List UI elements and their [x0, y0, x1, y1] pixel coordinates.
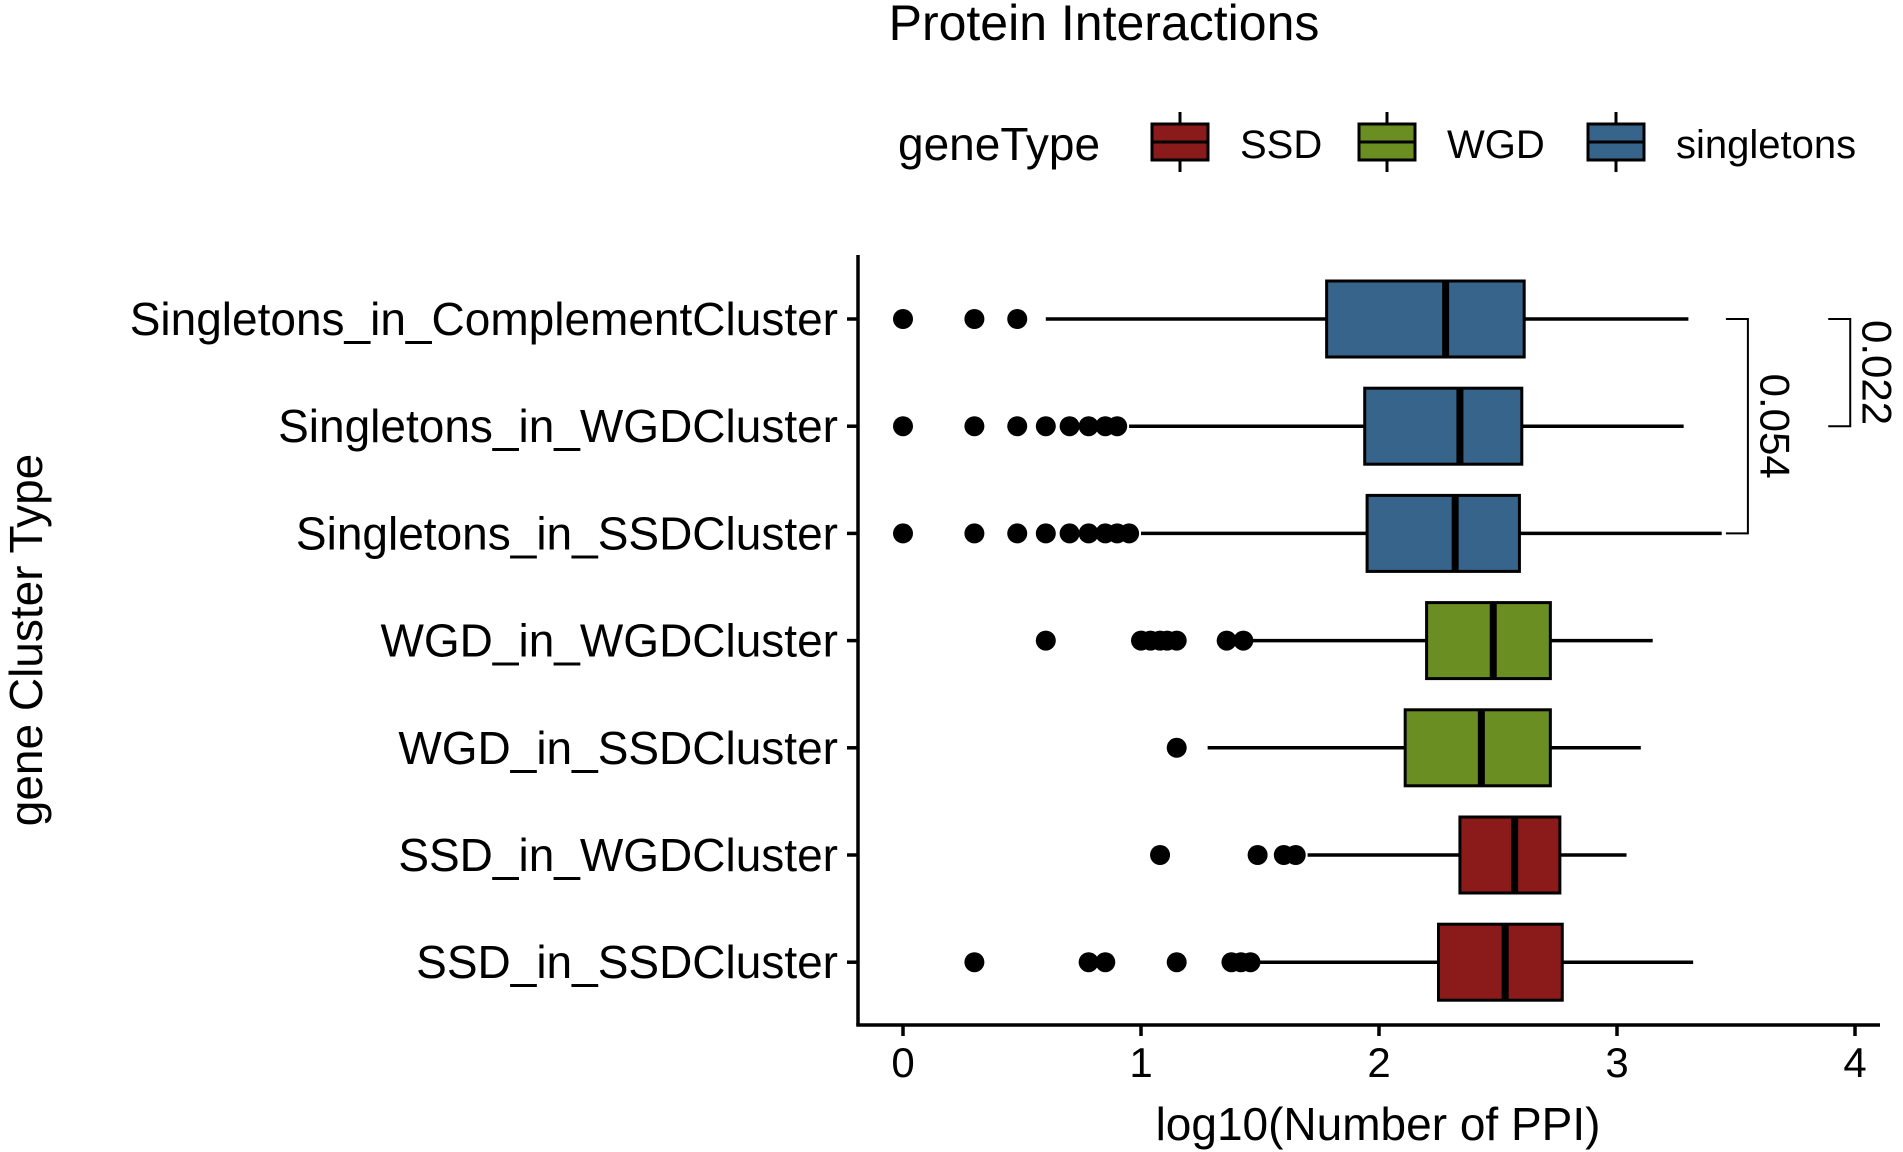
x-axis-title: log10(Number of PPI)	[1156, 1098, 1601, 1150]
outlier-point	[1007, 309, 1028, 329]
x-tick-label-1: 1	[1129, 1039, 1152, 1086]
outlier-point	[964, 416, 985, 437]
legend-label-ssd: SSD	[1240, 123, 1322, 167]
iqr-box	[1458, 815, 1562, 895]
outlier-point	[1059, 523, 1080, 544]
x-axis: 0 1 2 3 4	[856, 1023, 1880, 1086]
outlier-point	[1035, 416, 1056, 437]
outlier-point	[1285, 845, 1306, 865]
x-tick-label-4: 4	[1843, 1039, 1866, 1086]
outlier-point	[1107, 416, 1128, 437]
outlier-point	[1078, 523, 1099, 544]
outlier-point	[1007, 523, 1028, 544]
outlier-point	[1240, 952, 1261, 973]
outlier-point	[1035, 630, 1056, 651]
y-tick-label-ssd-in-ssdcluster: SSD_in_SSDCluster	[416, 936, 838, 988]
outlier-point	[1007, 416, 1028, 437]
outlier-point	[1095, 952, 1116, 973]
y-axis-title: gene Cluster Type	[0, 454, 52, 827]
bracket-line	[1725, 318, 1749, 535]
outlier-point	[1119, 523, 1140, 544]
y-tick-label-wgd-in-wgdcluster: WGD_in_WGDCluster	[380, 615, 838, 667]
outlier-point	[1166, 630, 1187, 651]
outlier-point	[1078, 416, 1099, 437]
outlier-point	[1078, 952, 1099, 973]
legend: geneType SSD WGD singletons	[898, 112, 1856, 172]
outlier-point	[1150, 845, 1171, 865]
outlier-point	[1166, 952, 1187, 973]
outlier-point	[1166, 737, 1187, 758]
outlier-point	[1233, 630, 1254, 651]
boxes-layer	[893, 279, 1722, 1002]
bracket-0-054: 0.054	[1725, 318, 1798, 535]
y-axis: Singletons_in_ComplementCluster Singleton…	[130, 255, 860, 1025]
iqr-box	[1325, 279, 1526, 359]
bracket-label: 0.022	[1854, 320, 1901, 425]
legend-label-singletons: singletons	[1676, 123, 1856, 167]
iqr-box	[1437, 922, 1564, 1002]
outlier-point	[893, 416, 913, 437]
outlier-point	[1247, 845, 1268, 865]
iqr-box	[1403, 708, 1552, 788]
x-tick-label-0: 0	[891, 1039, 914, 1086]
y-tick-label-singletons-in-complementcluster: Singletons_in_ComplementCluster	[130, 293, 838, 345]
bracket-0-022: 0.022	[1828, 318, 1901, 428]
outlier-point	[1216, 630, 1237, 651]
y-tick-label-singletons-in-ssdcluster: Singletons_in_SSDCluster	[296, 507, 838, 559]
box-ssd-in-wgdcluster	[1150, 815, 1627, 895]
x-tick-label-2: 2	[1367, 1039, 1390, 1086]
y-tick-label-wgd-in-ssdcluster: WGD_in_SSDCluster	[398, 722, 838, 774]
box-singletons-in-ssdcluster	[893, 493, 1722, 573]
iqr-box	[1365, 493, 1521, 573]
box-wgd-in-wgdcluster	[1035, 601, 1653, 681]
legend-label-wgd: WGD	[1447, 123, 1545, 167]
y-tick-label-singletons-in-wgdcluster: Singletons_in_WGDCluster	[278, 400, 838, 452]
box-wgd-in-ssdcluster	[1166, 708, 1641, 788]
outlier-point	[964, 952, 985, 973]
legend-item-singletons: singletons	[1586, 112, 1856, 172]
y-tick-label-ssd-in-wgdcluster: SSD_in_WGDCluster	[398, 829, 838, 881]
legend-item-wgd: WGD	[1357, 112, 1545, 172]
outlier-point	[893, 523, 913, 544]
box-singletons-in-wgdcluster	[893, 386, 1684, 466]
outlier-point	[1059, 416, 1080, 437]
outlier-point	[964, 523, 985, 544]
bracket-label: 0.054	[1751, 374, 1798, 479]
x-tick-label-3: 3	[1605, 1039, 1628, 1086]
outlier-point	[1035, 523, 1056, 544]
iqr-box	[1425, 601, 1552, 681]
significance-annotations: 0.054 0.022	[1725, 318, 1901, 535]
legend-item-ssd: SSD	[1150, 112, 1322, 172]
chart-title: Protein Interactions	[889, 0, 1320, 51]
bracket-line	[1828, 318, 1852, 428]
legend-title: geneType	[898, 118, 1100, 170]
iqr-box	[1363, 386, 1524, 466]
box-ssd-in-ssdcluster	[964, 922, 1694, 1002]
outlier-point	[893, 309, 913, 329]
box-singletons-in-complementcluster	[893, 279, 1689, 359]
outlier-point	[964, 309, 985, 329]
